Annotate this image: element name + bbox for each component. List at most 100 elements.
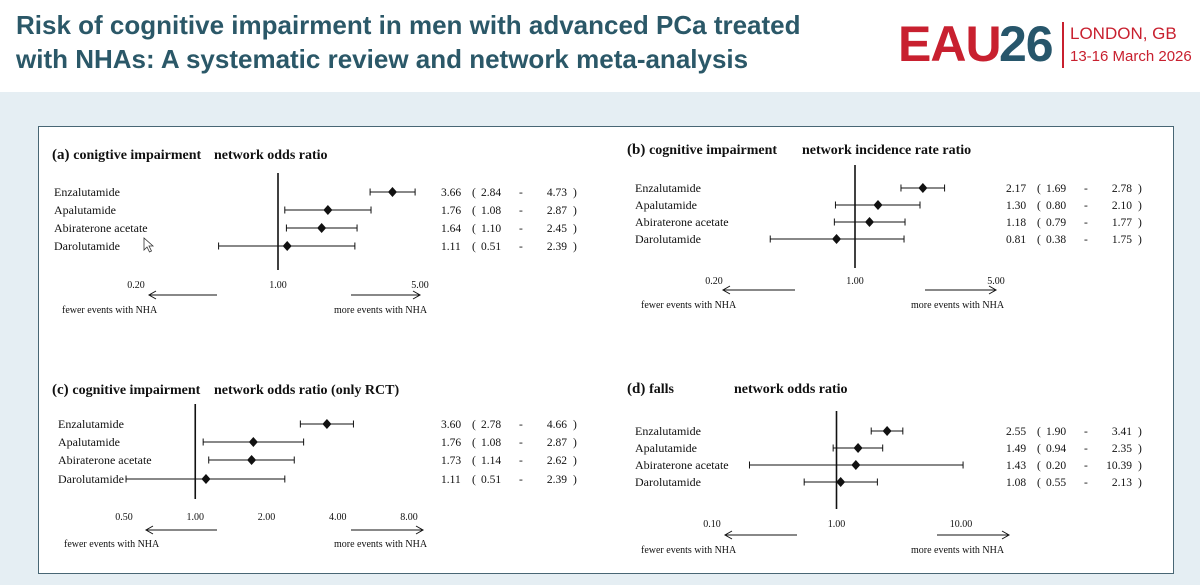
panel-c-tick-8-00: 8.00 [400, 512, 418, 523]
logo-year-number: 26 [999, 16, 1054, 72]
panel-c-tick-2-00: 2.00 [258, 512, 276, 523]
panel-d-abiraterone-acetate-estimate-marker [851, 460, 861, 470]
panel-b-abiraterone-acetate-ci-lower: 0.79 [1046, 217, 1066, 229]
panel-a-apalutamide-ci-lower: 1.08 [481, 205, 501, 217]
panel-d-darolutamide-close-paren: ) [1138, 477, 1142, 489]
panel-a-abiraterone-acetate-open-paren: ( [472, 223, 476, 235]
panel-d-apalutamide-ci-dash: - [1084, 443, 1088, 455]
panel-b-apalutamide-ci-dash: - [1084, 200, 1088, 212]
panel-d-enzalutamide-open-paren: ( [1037, 426, 1041, 438]
panel-a-enzalutamide-estimate: 3.66 [441, 187, 461, 199]
panel-a-darolutamide-ci-lower: 0.51 [481, 241, 501, 253]
panel-c-outcome: cognitive impairment [72, 383, 200, 398]
panel-a-enzalutamide-ci-lower: 2.84 [481, 187, 501, 199]
panel-a-right-arrow-head [412, 290, 422, 300]
panel-b-tick-5-00: 5.00 [987, 276, 1005, 287]
panel-a-darolutamide-ci-upper: 2.39 [547, 241, 567, 253]
panel-a-enzalutamide-label: Enzalutamide [54, 185, 120, 199]
panel-d-apalutamide-ci-lower: 0.94 [1046, 443, 1066, 455]
panel-a-darolutamide-close-paren: ) [573, 241, 577, 253]
panel-d-darolutamide-ci-lower: 0.55 [1046, 477, 1066, 489]
panel-b-left-label: fewer events with NHA [641, 300, 737, 311]
eau26-logo: EAU 26 LONDON, GB 13-16 March 2026 [898, 16, 1192, 76]
panel-c-darolutamide-open-paren: ( [472, 474, 476, 486]
panel-b-darolutamide-ci-dash: - [1084, 234, 1088, 246]
panel-c-darolutamide-estimate-marker [201, 474, 211, 484]
panel-d-darolutamide-estimate: 1.08 [1006, 477, 1026, 489]
panel-c-right-label: more events with NHA [334, 539, 428, 550]
panel-c-enzalutamide-estimate: 3.60 [441, 419, 461, 431]
panel-d-enzalutamide-estimate: 2.55 [1006, 426, 1026, 438]
panel-b-abiraterone-acetate-estimate: 1.18 [1006, 217, 1026, 229]
panel-d-abiraterone-acetate-label: Abiraterone acetate [635, 458, 729, 472]
panel-b-apalutamide-open-paren: ( [1037, 200, 1041, 212]
panel-c-abiraterone-acetate-label: Abiraterone acetate [58, 453, 152, 467]
logo-dates: 13-16 March 2026 [1070, 48, 1192, 65]
panel-b-apalutamide-estimate: 1.30 [1006, 200, 1026, 212]
panel-b-enzalutamide-close-paren: ) [1138, 183, 1142, 195]
panel-a-left-label: fewer events with NHA [62, 305, 158, 316]
panel-c-apalutamide-label: Apalutamide [58, 435, 120, 449]
panel-a-outcome: conigtive impairment [73, 148, 201, 163]
panel-d-outcome: falls [649, 382, 674, 397]
panel-d-tick-10-00: 10.00 [950, 519, 973, 530]
panel-c-enzalutamide-ci-dash: - [519, 419, 523, 431]
panel-d-darolutamide-estimate-marker [836, 477, 846, 487]
panel-a-apalutamide-label: Apalutamide [54, 203, 116, 217]
panel-b-enzalutamide-ci-lower: 1.69 [1046, 183, 1066, 195]
panel-c-tick-0-50: 0.50 [115, 512, 133, 523]
panel-a-enzalutamide-open-paren: ( [472, 187, 476, 199]
panel-d-measure: network odds ratio [734, 382, 848, 397]
panel-c-darolutamide-ci-lower: 0.51 [481, 474, 501, 486]
panel-d-darolutamide-label: Darolutamide [635, 475, 701, 489]
panel-b-enzalutamide-estimate: 2.17 [1006, 183, 1026, 195]
panel-a-apalutamide-close-paren: ) [573, 205, 577, 217]
panel-b-enzalutamide-ci-dash: - [1084, 183, 1088, 195]
panel-a-measure: network odds ratio [214, 148, 328, 163]
panel-b-darolutamide-estimate-marker [832, 234, 842, 244]
panel-c-right-arrow-head [415, 525, 425, 535]
panel-b-darolutamide-label: Darolutamide [635, 232, 701, 246]
panel-a-tick-0-20: 0.20 [127, 280, 145, 291]
panel-c-apalutamide-estimate-marker [248, 437, 258, 447]
panel-a-abiraterone-acetate-estimate-marker [317, 223, 327, 233]
panel-a-enzalutamide-ci-dash: - [519, 187, 523, 199]
panel-d-left-arrow-head [723, 530, 733, 540]
slide-title-line-1: Risk of cognitive impairment in men with… [16, 10, 801, 40]
panel-b-apalutamide-close-paren: ) [1138, 200, 1142, 212]
panel-a-abiraterone-acetate-ci-lower: 1.10 [481, 223, 501, 235]
forest-plots-figure: (a) conigtive impairment network odds rat… [52, 142, 1142, 556]
panel-a-right-label: more events with NHA [334, 305, 428, 316]
panel-c-apalutamide-ci-dash: - [519, 437, 523, 449]
panel-d-letter: (d) [627, 381, 649, 397]
panel-d-enzalutamide-close-paren: ) [1138, 426, 1142, 438]
panel-c-tick-1-00: 1.00 [187, 512, 205, 523]
panel-b-darolutamide-ci-lower: 0.38 [1046, 234, 1066, 246]
panel-d-right-arrow-head [1001, 530, 1011, 540]
panel-a-darolutamide-label: Darolutamide [54, 239, 120, 253]
panel-b-darolutamide-close-paren: ) [1138, 234, 1142, 246]
panel-c-abiraterone-acetate-estimate: 1.73 [441, 455, 461, 467]
panel-d-enzalutamide-estimate-marker [882, 426, 892, 436]
panel-c-enzalutamide-ci-upper: 4.66 [547, 419, 567, 431]
panel-a-abiraterone-acetate-label: Abiraterone acetate [54, 221, 148, 235]
panel-b-enzalutamide-label: Enzalutamide [635, 181, 701, 195]
panel-a-tick-1-00: 1.00 [269, 280, 287, 291]
panel-a-abiraterone-acetate-close-paren: ) [573, 223, 577, 235]
panel-b-right-arrow-head [988, 285, 998, 295]
panel-d-enzalutamide-label: Enzalutamide [635, 424, 701, 438]
panel-d-enzalutamide-ci-upper: 3.41 [1112, 426, 1132, 438]
panel-c-darolutamide-estimate: 1.11 [441, 474, 461, 486]
panel-c-abiraterone-acetate-ci-lower: 1.14 [481, 455, 501, 467]
panel-c-apalutamide-open-paren: ( [472, 437, 476, 449]
panel-a-title: (a) conigtive impairment [52, 147, 202, 163]
panel-c-title: (c) cognitive impairment [52, 382, 201, 398]
panel-b-abiraterone-acetate-estimate-marker [865, 217, 875, 227]
panel-a-apalutamide-ci-upper: 2.87 [547, 205, 567, 217]
panel-d-apalutamide-label: Apalutamide [635, 441, 697, 455]
panel-d-apalutamide-open-paren: ( [1037, 443, 1041, 455]
panel-c-apalutamide-close-paren: ) [573, 437, 577, 449]
panel-b-measure: network incidence rate ratio [802, 143, 971, 158]
panel-d-apalutamide-estimate-marker [853, 443, 863, 453]
panel-d-abiraterone-acetate-ci-upper: 10.39 [1106, 460, 1132, 472]
